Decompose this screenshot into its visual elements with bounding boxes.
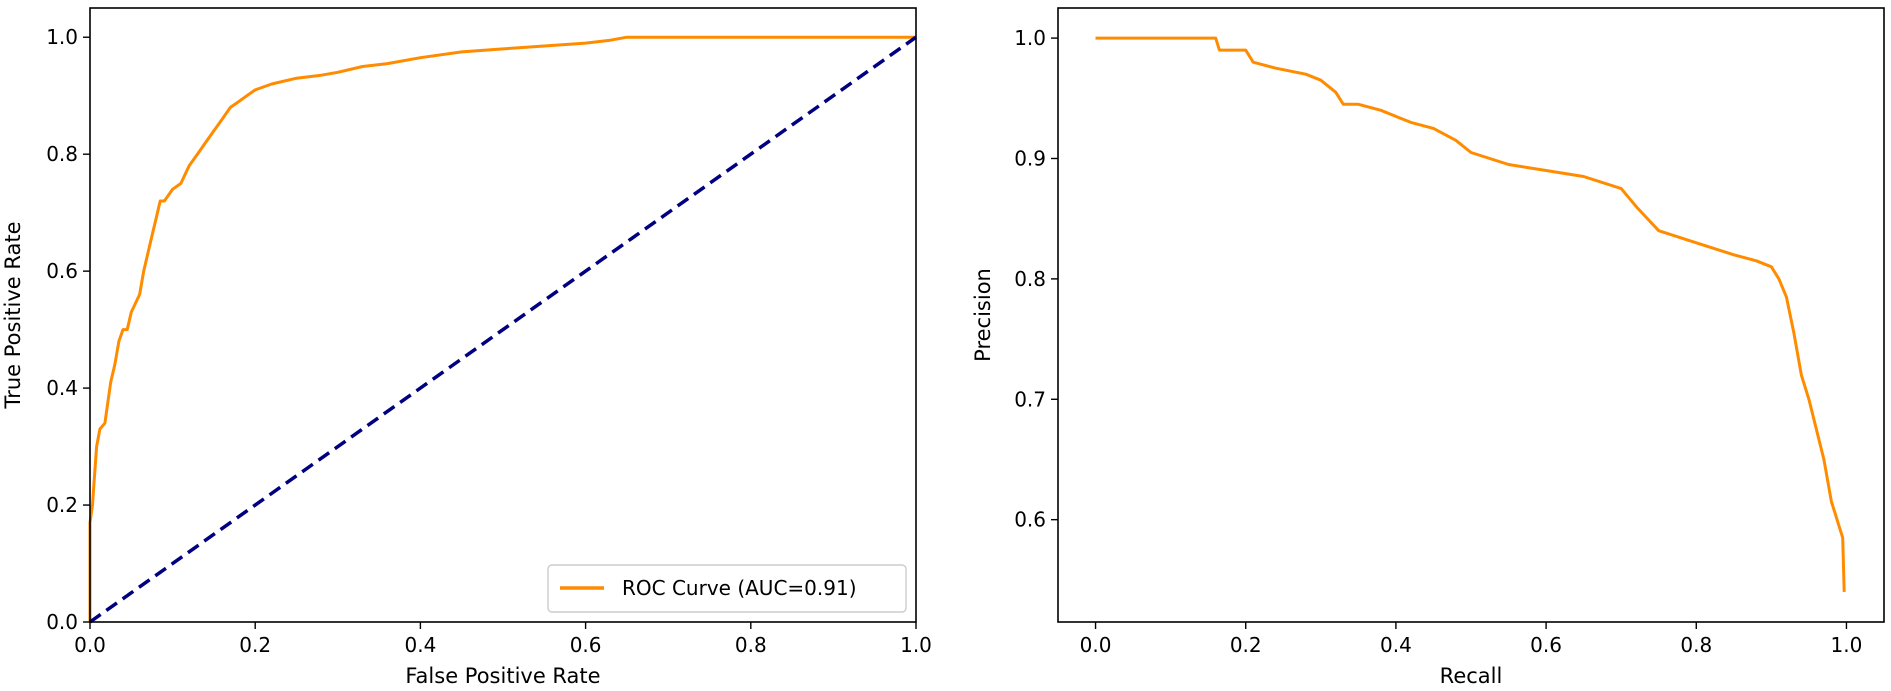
roc-y-tick-label-3: 0.6	[46, 259, 78, 283]
roc-y-tick-label-2: 0.4	[46, 376, 78, 400]
roc-series-line-0	[88, 35, 916, 622]
pr-y-axis-label: Precision	[971, 268, 995, 362]
roc-legend-entry: ROC Curve (AUC=0.91)	[622, 576, 857, 600]
pr-x-tick-label-3: 0.6	[1530, 633, 1562, 657]
pr-y-tick-label-0: 0.6	[1014, 508, 1046, 532]
roc-x-tick-label-0: 0.0	[74, 633, 106, 657]
pr-y-tick-label-1: 0.7	[1014, 387, 1046, 411]
pr-ticks: 0.0 0.2 0.4 0.6 0.8 1.0 0.6 0.7 0.8 0.9 1.0	[1014, 26, 1862, 657]
roc-series-line-1	[88, 35, 918, 624]
pr-plot-area	[1095, 36, 1846, 592]
pr-x-tick-label-4: 0.8	[1680, 633, 1712, 657]
roc-y-tick-label-0: 0.0	[46, 610, 78, 634]
roc-y-tick-label-5: 1.0	[46, 25, 78, 49]
roc-chart: 0.0 0.2 0.4 0.6 0.8 1.0 0.0 0.2 0.4 0.6 0.8 1.0 Fal…	[1, 7, 932, 688]
pr-series-line-0	[1095, 36, 1846, 592]
pr-x-axis-label: Recall	[1440, 664, 1503, 688]
pr-axes-frame	[1057, 7, 1885, 623]
roc-y-tick-label-4: 0.8	[46, 142, 78, 166]
pr-x-tick-label-5: 1.0	[1831, 633, 1863, 657]
roc-y-tick-label-1: 0.2	[46, 493, 78, 517]
pr-x-tick-label-1: 0.2	[1230, 633, 1262, 657]
roc-x-axis-label: False Positive Rate	[405, 664, 600, 688]
roc-x-tick-label-3: 0.6	[570, 633, 602, 657]
roc-x-tick-label-4: 0.8	[735, 633, 767, 657]
roc-y-axis-label: True Positive Rate	[1, 221, 25, 409]
pr-x-tick-label-0: 0.0	[1080, 633, 1112, 657]
roc-ticks: 0.0 0.2 0.4 0.6 0.8 1.0 0.0 0.2 0.4 0.6 0.8 1.0	[46, 25, 932, 657]
roc-plot-area	[88, 35, 918, 624]
pr-y-tick-label-3: 0.9	[1014, 146, 1046, 170]
roc-axes-frame	[89, 7, 917, 623]
roc-legend-box	[547, 564, 907, 613]
pr-y-tick-label-4: 1.0	[1014, 26, 1046, 50]
pr-x-tick-label-2: 0.4	[1380, 633, 1412, 657]
roc-x-tick-label-1: 0.2	[239, 633, 271, 657]
roc-x-tick-label-5: 1.0	[900, 633, 932, 657]
roc-legend: ROC Curve (AUC=0.91)	[547, 564, 907, 613]
pr-y-tick-label-2: 0.8	[1014, 267, 1046, 291]
roc-x-tick-label-2: 0.4	[404, 633, 436, 657]
pr-chart: 0.0 0.2 0.4 0.6 0.8 1.0 0.6 0.7 0.8 0.9 1.0 Recall…	[971, 7, 1885, 688]
